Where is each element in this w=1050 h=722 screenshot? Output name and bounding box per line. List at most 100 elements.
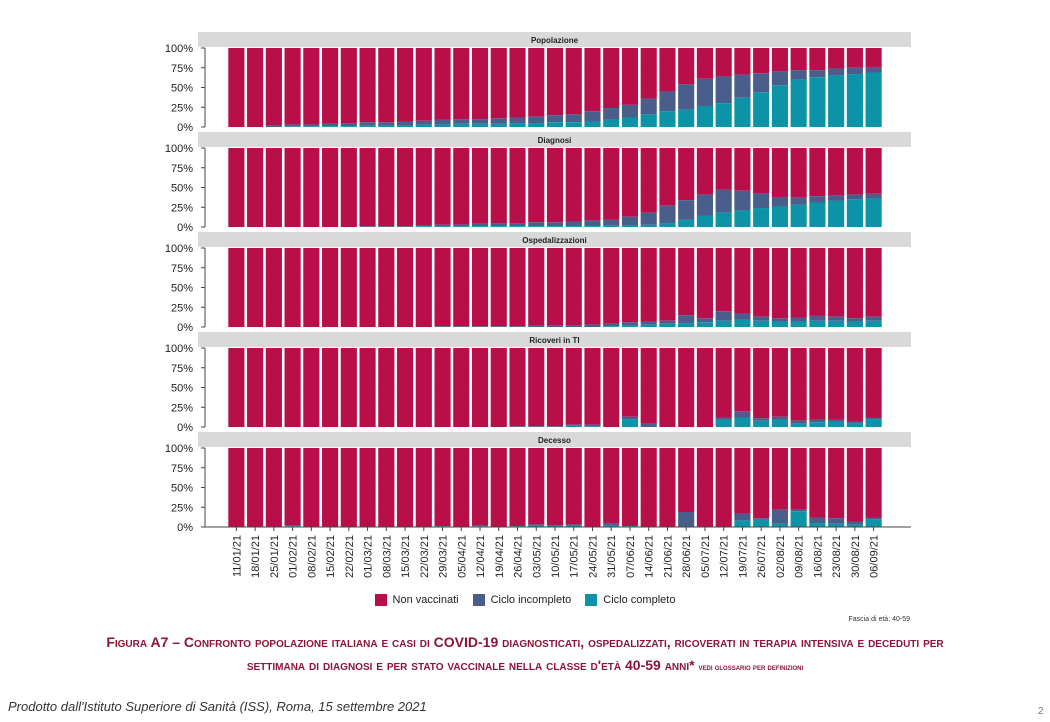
bar-ciclo-completo — [865, 198, 882, 227]
bar-ciclo-completo — [828, 523, 845, 527]
bar-ciclo-incompleto — [471, 525, 489, 527]
bar-non-vaccinati — [546, 248, 564, 326]
bar-ciclo-incompleto — [790, 317, 807, 322]
legend-swatch-non-vaccinati — [374, 594, 387, 606]
bar-ciclo-incompleto — [621, 322, 639, 326]
bar-ciclo-completo — [771, 419, 788, 427]
bar-non-vaccinati — [415, 248, 432, 327]
bar-ciclo-completo — [659, 111, 676, 127]
x-tick-label: 01/03/21 — [363, 535, 375, 578]
bar-non-vaccinati — [790, 248, 807, 318]
bar-ciclo-completo — [846, 321, 863, 327]
bar-non-vaccinati — [865, 248, 882, 317]
bar-non-vaccinati — [453, 148, 470, 225]
bar-ciclo-incompleto — [584, 424, 601, 427]
bar-ciclo-completo — [584, 226, 601, 227]
bar-ciclo-incompleto — [696, 318, 714, 323]
x-tick-label: 21/06/21 — [662, 535, 674, 578]
bar-non-vaccinati — [378, 248, 395, 327]
bar-non-vaccinati — [828, 448, 845, 519]
bar-ciclo-incompleto — [584, 220, 601, 227]
bar-ciclo-incompleto — [396, 226, 414, 227]
bar-ciclo-incompleto — [771, 416, 788, 420]
y-tick-label: 75% — [171, 463, 193, 475]
bar-ciclo-incompleto — [509, 117, 526, 124]
bar-ciclo-completo — [809, 320, 826, 327]
panel-title: Ricoveri in TI — [529, 336, 579, 345]
bar-non-vaccinati — [528, 448, 545, 525]
bar-ciclo-completo — [490, 226, 507, 227]
bar-ciclo-incompleto — [715, 417, 732, 420]
bar-non-vaccinati — [865, 148, 882, 194]
bar-non-vaccinati — [490, 348, 507, 427]
bar-non-vaccinati — [265, 448, 282, 527]
bar-ciclo-completo — [753, 208, 770, 227]
bar-non-vaccinati — [303, 48, 320, 125]
bar-ciclo-completo — [846, 423, 863, 427]
bar-ciclo-incompleto — [528, 116, 545, 124]
bar-non-vaccinati — [396, 248, 414, 327]
x-tick-label: 17/05/21 — [569, 535, 581, 578]
bar-non-vaccinati — [603, 48, 620, 109]
legend-swatch-ciclo-incompleto — [472, 594, 485, 606]
bar-ciclo-completo — [734, 319, 751, 327]
bar-ciclo-incompleto — [603, 108, 620, 120]
x-tick-label: 16/08/21 — [812, 535, 824, 578]
bar-non-vaccinati — [771, 48, 788, 72]
bar-ciclo-completo — [790, 321, 807, 327]
bar-non-vaccinati — [828, 348, 845, 420]
bar-non-vaccinati — [659, 248, 676, 321]
bar-non-vaccinati — [528, 348, 545, 427]
bar-ciclo-completo — [621, 325, 639, 327]
x-tick-label: 02/08/21 — [775, 535, 787, 578]
bar-non-vaccinati — [771, 348, 788, 417]
bar-non-vaccinati — [396, 148, 414, 227]
bar-ciclo-completo — [303, 126, 320, 127]
bar-non-vaccinati — [490, 248, 507, 327]
bar-non-vaccinati — [434, 248, 451, 327]
bar-non-vaccinati — [284, 448, 301, 526]
bar-ciclo-incompleto — [659, 320, 676, 324]
x-tick-label: 19/07/21 — [737, 535, 749, 578]
bar-ciclo-completo — [322, 126, 339, 127]
bar-ciclo-incompleto — [528, 426, 545, 427]
panel-strip — [198, 132, 911, 147]
bar-ciclo-incompleto — [828, 316, 845, 321]
x-tick-label: 26/07/21 — [756, 535, 768, 578]
panel-title: Diagnosi — [538, 136, 572, 145]
bar-non-vaccinati — [396, 48, 414, 122]
bar-non-vaccinati — [228, 148, 245, 227]
bar-non-vaccinati — [284, 48, 301, 125]
bar-ciclo-completo — [434, 226, 451, 227]
bar-non-vaccinati — [546, 148, 564, 223]
bar-non-vaccinati — [715, 348, 732, 418]
y-tick-label: 75% — [171, 363, 193, 375]
bar-non-vaccinati — [396, 448, 414, 527]
x-tick-label: 31/05/21 — [606, 535, 618, 578]
bar-non-vaccinati — [659, 448, 676, 527]
bar-ciclo-completo — [678, 323, 695, 327]
bar-non-vaccinati — [303, 248, 320, 327]
bar-ciclo-completo — [865, 320, 882, 327]
bar-non-vaccinati — [753, 148, 770, 194]
bar-ciclo-incompleto — [809, 70, 826, 78]
bar-ciclo-completo — [471, 226, 489, 227]
y-tick-label: 50% — [171, 283, 193, 295]
bar-non-vaccinati — [378, 348, 395, 427]
x-tick-label: 22/02/21 — [344, 535, 356, 578]
bar-non-vaccinati — [453, 48, 470, 120]
bar-non-vaccinati — [322, 248, 339, 327]
y-tick-label: 25% — [171, 302, 193, 314]
bar-non-vaccinati — [303, 448, 320, 527]
bar-non-vaccinati — [678, 48, 695, 85]
bar-ciclo-incompleto — [828, 68, 845, 76]
x-tick-label: 08/03/21 — [381, 535, 393, 578]
bar-non-vaccinati — [546, 448, 564, 526]
bar-ciclo-incompleto — [378, 226, 395, 227]
bar-non-vaccinati — [322, 148, 339, 227]
bar-non-vaccinati — [303, 148, 320, 227]
bar-ciclo-completo — [865, 72, 882, 127]
bar-ciclo-completo — [546, 226, 564, 227]
y-tick-label: 50% — [171, 183, 193, 195]
bar-ciclo-incompleto — [771, 196, 788, 207]
